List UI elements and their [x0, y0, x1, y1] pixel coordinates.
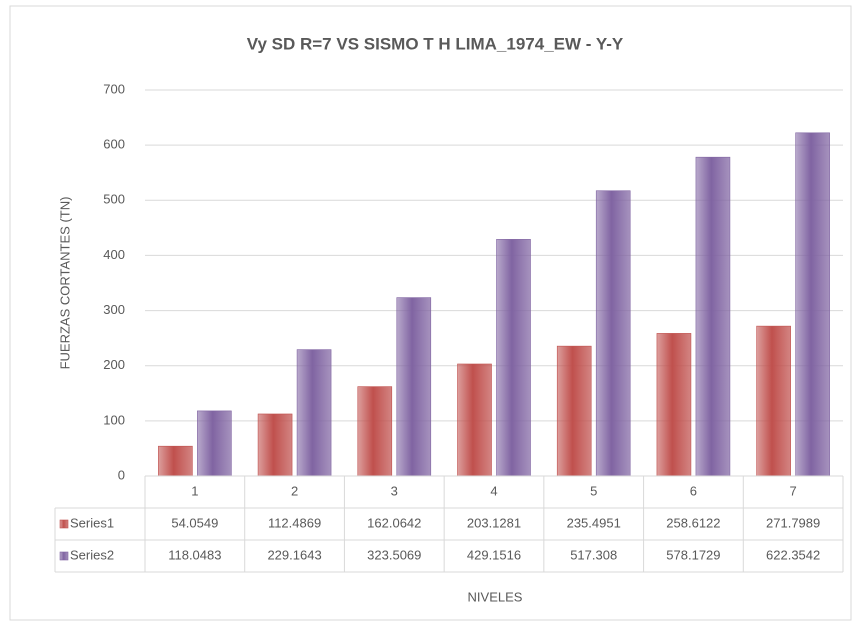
- y-tick-label: 600: [103, 137, 125, 152]
- table-cell: 622.3542: [766, 547, 820, 562]
- table-cell: 258.6122: [666, 515, 720, 530]
- x-axis-title: NIVELES: [468, 589, 523, 604]
- bar: [795, 132, 830, 477]
- table-cell: 323.5069: [367, 547, 421, 562]
- chart-title: Vy SD R=7 VS SISMO T H LIMA_1974_EW - Y-…: [247, 34, 624, 53]
- table-cell: 235.4951: [567, 515, 621, 530]
- bar: [656, 333, 692, 477]
- table-cell: 229.1643: [267, 547, 321, 562]
- table-cell: 271.7989: [766, 515, 820, 530]
- y-tick-label: 100: [103, 412, 125, 427]
- y-axis-title: FUERZAS CORTANTES (TN): [57, 197, 72, 370]
- bar: [595, 190, 631, 477]
- y-tick-label: 700: [103, 81, 125, 96]
- x-tick-label: 2: [291, 483, 298, 498]
- legend-key: [59, 551, 69, 561]
- bar: [357, 386, 393, 477]
- bar: [197, 410, 232, 477]
- y-tick-label: 400: [103, 247, 125, 262]
- x-tick-label: 3: [391, 483, 398, 498]
- table-cell: 112.4869: [268, 515, 321, 530]
- table-cell: 578.1729: [666, 547, 720, 562]
- x-tick-label: 4: [490, 483, 497, 498]
- legend-key: [59, 519, 69, 529]
- table-cell: 429.1516: [467, 547, 521, 562]
- table-cell: 54.0549: [171, 515, 218, 530]
- bar: [158, 445, 193, 477]
- legend-label: Series2: [70, 547, 114, 562]
- bar: [396, 297, 432, 477]
- bar: [695, 156, 731, 477]
- y-tick-label: 300: [103, 302, 125, 317]
- x-tick-label: 7: [790, 483, 797, 498]
- bar: [257, 413, 293, 477]
- bar: [296, 349, 332, 477]
- x-tick-label: 6: [690, 483, 697, 498]
- y-tick-label: 0: [118, 467, 125, 482]
- table-cell: 517.308: [570, 547, 617, 562]
- y-tick-label: 500: [103, 192, 125, 207]
- x-tick-label: 5: [590, 483, 597, 498]
- bar: [756, 325, 791, 477]
- bar: [496, 239, 531, 477]
- bar: [556, 345, 592, 477]
- bar: [457, 363, 492, 477]
- x-tick-label: 1: [191, 483, 198, 498]
- legend-label: Series1: [70, 515, 114, 530]
- table-cell: 162.0642: [367, 515, 421, 530]
- y-tick-label: 200: [103, 357, 125, 372]
- table-cell: 118.0483: [168, 547, 221, 562]
- table-cell: 203.1281: [467, 515, 521, 530]
